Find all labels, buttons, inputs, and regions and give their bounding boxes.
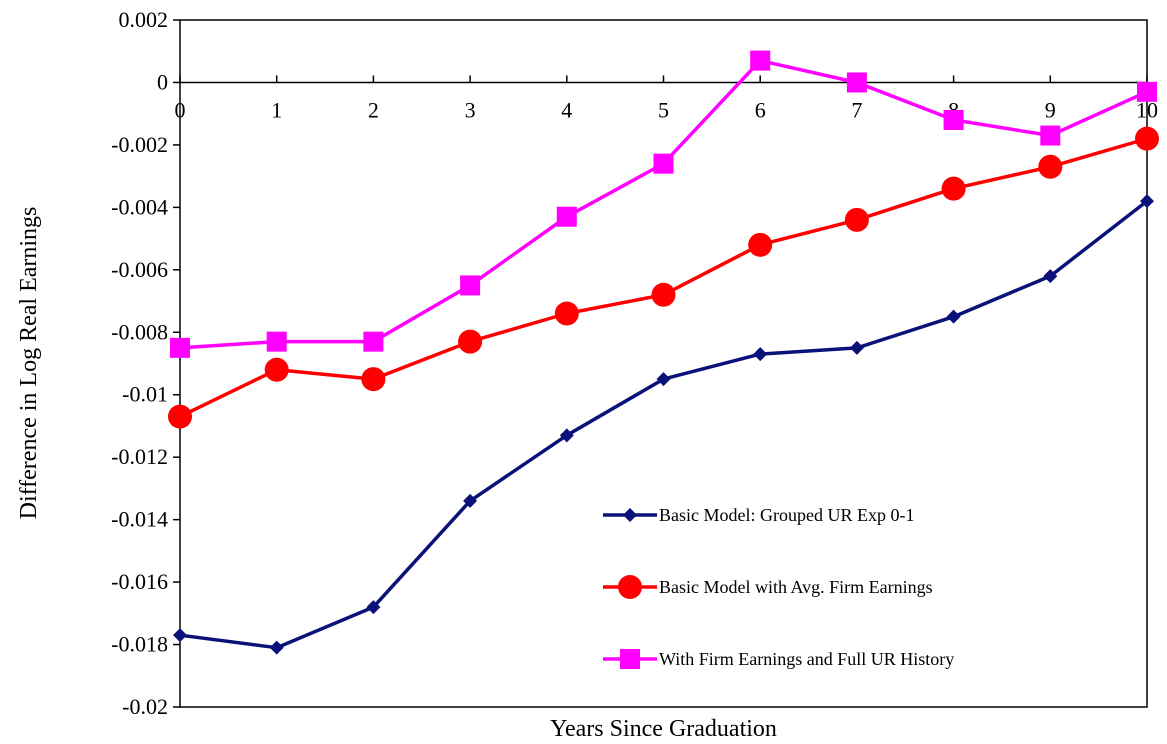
data-point-diamond (1140, 194, 1154, 209)
data-point-square (556, 206, 577, 227)
series-layer (168, 50, 1159, 655)
y-axis: 0.002 0 -0.002 -0.004 -0.006 -0.008 -0.01 -0.01… (111, 7, 180, 719)
y-tick-label: -0.002 (111, 132, 168, 157)
data-point-circle (361, 367, 386, 392)
y-tick-label: -0.004 (111, 194, 168, 219)
y-tick-label: -0.014 (111, 507, 168, 532)
data-point-diamond (946, 309, 961, 324)
data-point-diamond (173, 628, 187, 643)
data-point-square (750, 50, 771, 71)
data-point-diamond (753, 347, 768, 362)
data-point-circle (1038, 154, 1063, 179)
y-tick-label: -0.02 (122, 694, 168, 719)
data-point-square (460, 275, 481, 296)
x-tick-label: 0 (175, 97, 186, 122)
x-tick-label: 3 (465, 97, 476, 122)
data-point-diamond (559, 428, 574, 443)
x-tick-label: 4 (561, 97, 572, 122)
data-point-square (620, 649, 640, 669)
data-point-square (943, 109, 964, 130)
data-point-square (363, 331, 384, 352)
data-point-diamond (1043, 269, 1058, 284)
y-tick-label: -0.018 (111, 632, 168, 657)
data-point-circle (264, 357, 289, 382)
data-point-circle (458, 329, 483, 354)
data-point-diamond (656, 372, 671, 387)
legend-item: Basic Model with Avg. Firm Earnings (603, 575, 933, 599)
legend-item: With Firm Earnings and Full UR History (603, 649, 954, 669)
data-point-diamond (849, 340, 864, 355)
y-tick-label: -0.016 (111, 569, 168, 594)
series-3 (170, 50, 1157, 358)
y-tick-label: 0.002 (119, 7, 169, 32)
series-2 (168, 126, 1159, 429)
data-point-circle (1135, 126, 1159, 151)
x-tick-label: 1 (271, 97, 282, 122)
x-tick-label: 7 (851, 97, 862, 122)
data-point-square (170, 337, 190, 358)
x-tick-label: 5 (658, 97, 669, 122)
data-point-circle (554, 301, 579, 326)
x-tick-label: 9 (1045, 97, 1056, 122)
y-tick-label: -0.008 (111, 319, 168, 344)
x-tick-label: 6 (755, 97, 766, 122)
x-axis-title: Years Since Graduation (550, 716, 777, 742)
data-point-circle (844, 207, 869, 232)
y-tick-label: -0.006 (111, 257, 168, 282)
data-point-diamond (623, 508, 637, 522)
legend-label: Basic Model with Avg. Firm Earnings (659, 577, 933, 597)
y-axis-title: Difference in Log Real Earnings (16, 207, 42, 520)
legend-label: With Firm Earnings and Full UR History (659, 649, 954, 669)
y-tick-label: 0 (157, 69, 168, 94)
data-point-circle (168, 404, 192, 429)
data-point-square (1137, 81, 1157, 102)
y-tick-label: -0.01 (122, 382, 168, 407)
x-tick-label: 2 (368, 97, 379, 122)
data-point-circle (651, 282, 676, 307)
legend: Basic Model: Grouped UR Exp 0-1 Basic Mod… (603, 505, 954, 669)
data-point-circle (618, 575, 642, 599)
legend-label: Basic Model: Grouped UR Exp 0-1 (659, 505, 914, 525)
data-point-diamond (366, 600, 381, 615)
data-point-square (653, 153, 674, 174)
data-point-diamond (463, 493, 478, 508)
data-point-diamond (269, 640, 284, 655)
data-point-square (266, 331, 287, 352)
x-tick-label: 10 (1136, 97, 1158, 122)
data-point-square (1040, 125, 1061, 146)
plot-area (179, 19, 1148, 708)
y-tick-label: -0.012 (111, 444, 168, 469)
data-point-square (846, 72, 867, 93)
series-1 (173, 194, 1154, 655)
data-point-circle (941, 176, 966, 201)
data-point-circle (748, 232, 773, 257)
legend-item: Basic Model: Grouped UR Exp 0-1 (603, 505, 914, 525)
